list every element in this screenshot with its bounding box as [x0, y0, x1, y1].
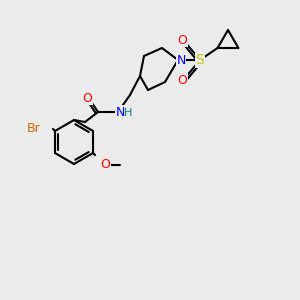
Text: Br: Br [27, 122, 41, 136]
Text: S: S [196, 53, 204, 67]
Text: H: H [124, 108, 132, 118]
Text: O: O [82, 92, 92, 104]
Text: O: O [100, 158, 110, 172]
Text: N: N [176, 53, 186, 67]
Text: O: O [177, 74, 187, 86]
Text: O: O [177, 34, 187, 46]
Text: N: N [115, 106, 125, 118]
